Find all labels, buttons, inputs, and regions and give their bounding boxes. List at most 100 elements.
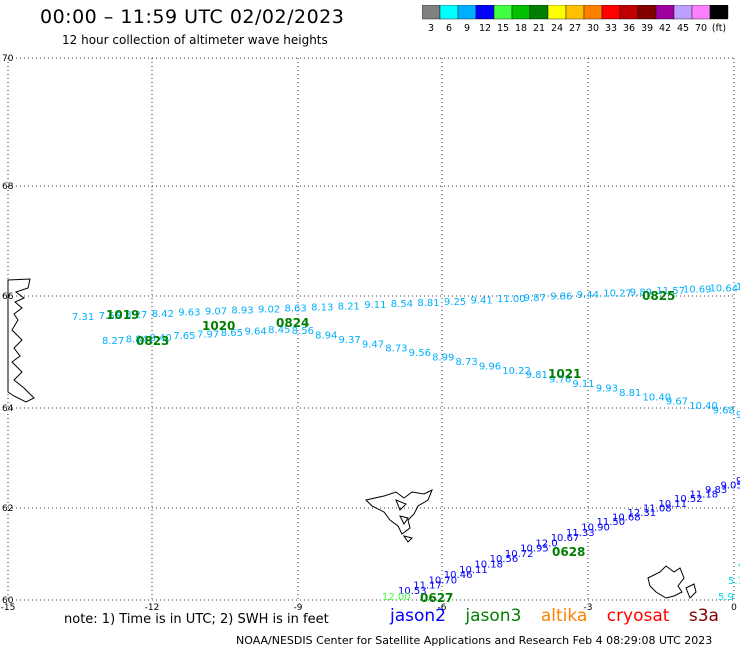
swh-value: 9.63 — [178, 308, 200, 319]
iceland-coast — [7, 278, 35, 403]
swh-value: 8.42 — [152, 309, 174, 320]
altimeter-tracks: 7.31 7.65 8.27 8.42 9.63 9.07 8.93 9.02 8.63 8.13… — [72, 282, 740, 603]
colorbar-label: 70 — [695, 23, 707, 33]
colorbar-swatch — [709, 5, 729, 20]
swh-value: 10.70 — [429, 575, 458, 586]
swh-value: 7.97 — [197, 330, 219, 341]
pass-time-label: 0825 — [642, 289, 675, 303]
pass-time-label: 1020 — [202, 319, 235, 333]
swh-value: 9.14 — [736, 476, 740, 487]
swh-value: 10.11 — [459, 565, 488, 576]
swh-value: 8.13 — [311, 302, 333, 313]
swh-value: 11.17 — [413, 581, 442, 592]
colorbar-label: 6 — [446, 23, 452, 33]
swh-value: 9.37 — [339, 335, 361, 346]
swh-value: 8.21 — [338, 301, 360, 312]
colorbar-label: 39 — [641, 23, 653, 33]
swh-value: 9.64 — [244, 326, 266, 337]
legend-jason3: jason3 — [465, 606, 522, 626]
swh-value: 11.57 — [656, 286, 685, 297]
colorbar-label: 36 — [623, 23, 635, 33]
satellite-legend: jason2 jason3 altika cryosat s3a — [390, 606, 733, 626]
swh-value: 8.56 — [292, 326, 314, 337]
swh-value: 9.25 — [444, 297, 466, 308]
lon-label: -3 — [584, 603, 593, 613]
swh-value: 10.40 — [689, 401, 718, 412]
swh-value: 10.11 — [658, 499, 687, 510]
swh-value: 10.90 — [581, 522, 610, 533]
lat-label: 66 — [2, 292, 14, 302]
swh-value: 11.18 — [689, 490, 718, 501]
swh-value: 10.67 — [551, 533, 580, 544]
swh-value: 8.73 — [385, 344, 407, 355]
swh-value: 9.05 — [720, 481, 740, 492]
swh-value: 9.86 — [550, 291, 572, 302]
colorbar-label: 24 — [551, 23, 563, 33]
lon-label: -9 — [294, 603, 303, 613]
time-labels: 1019 0823 1020 0824 0825 1021 0628 0627 — [106, 289, 675, 605]
swh-value: 10.68 — [612, 512, 641, 523]
swh-value: 10.40 — [642, 392, 671, 403]
swh-value: 8.54 — [391, 299, 413, 310]
pass-time-label: 0823 — [136, 334, 169, 348]
swh-value: 7.65 — [173, 331, 195, 342]
swh-value: 9.44 — [577, 290, 599, 301]
pass-time-label: 0628 — [552, 545, 585, 559]
pass-time-label: 0824 — [276, 316, 309, 330]
colorbar-label: 30 — [587, 23, 599, 33]
swh-value: 9.07 — [205, 307, 227, 318]
swh-value: 10.27 — [603, 289, 632, 300]
colorbar-label: 9 — [464, 23, 470, 33]
swh-value: 10.52 — [674, 494, 703, 505]
swh-value: 10.64 — [709, 283, 738, 294]
swh-value: 8.81 — [619, 388, 641, 399]
pass-time-label: 1021 — [548, 367, 581, 381]
lon-label: 0 — [731, 603, 737, 613]
swh-value: 9.93 — [596, 383, 618, 394]
swh-value: 8.99 — [432, 353, 454, 364]
swh-value: 7.31 — [72, 312, 94, 323]
swh-value: 9.56 — [409, 348, 431, 359]
swh-value: 5.9 — [718, 592, 734, 603]
legend-s3a: s3a — [688, 606, 719, 626]
swh-value: 8.94 — [315, 331, 337, 342]
swh-value: 9.11 — [572, 379, 594, 390]
colorbar-label: (ft) — [712, 23, 726, 33]
swh-value: 10.69 — [683, 285, 712, 296]
legend-cryosat: cryosat — [606, 606, 670, 626]
note-text: note: 1) Time is in UTC; 2) SWH is in fe… — [64, 612, 329, 627]
swh-value: 11.08 — [643, 503, 672, 514]
colorbar-label: 15 — [497, 23, 509, 33]
swh-value: 12.0 — [535, 538, 557, 549]
swh-value: 8.63 — [285, 303, 307, 314]
coastlines — [7, 278, 697, 599]
swh-value: 10.72 — [505, 549, 534, 560]
swh-value: 9.76 — [549, 375, 571, 386]
colorbar-label: 21 — [533, 23, 545, 33]
swh-value: 10.22 — [502, 366, 531, 377]
swh-value: 9.47 — [362, 339, 384, 350]
swh-value: 12.00 — [382, 592, 411, 603]
swh-value: 9.87 — [524, 293, 546, 304]
swh-value: 11.00 — [497, 294, 526, 305]
color-scale: 3 6 9 12 15 18 21 24 27 30 33 36 39 42 45 70 (ft) — [422, 5, 729, 33]
legend-altika: altika — [540, 606, 588, 626]
swh-value: 8.65 — [221, 328, 243, 339]
colorbar-label: 42 — [659, 23, 671, 33]
faroe-islands — [365, 488, 433, 535]
swh-value: 9.4 — [736, 410, 740, 421]
swh-value: 9.96 — [479, 361, 501, 372]
pass-time-label: 1019 — [106, 308, 139, 322]
lon-label: -15 — [1, 603, 16, 613]
swh-value: 10.56 — [490, 554, 519, 565]
swh-value: 8.45 — [268, 325, 290, 336]
swh-value: 10.95 — [520, 544, 549, 555]
graticule — [7, 57, 735, 601]
lon-label: -12 — [145, 603, 160, 613]
swh-value: 8.81 — [417, 298, 439, 309]
lat-label: 68 — [2, 182, 14, 192]
swh-value: 8.73 — [455, 357, 477, 368]
swh-value: 8.93 — [231, 306, 253, 317]
swh-value: 9.89 — [630, 287, 652, 298]
